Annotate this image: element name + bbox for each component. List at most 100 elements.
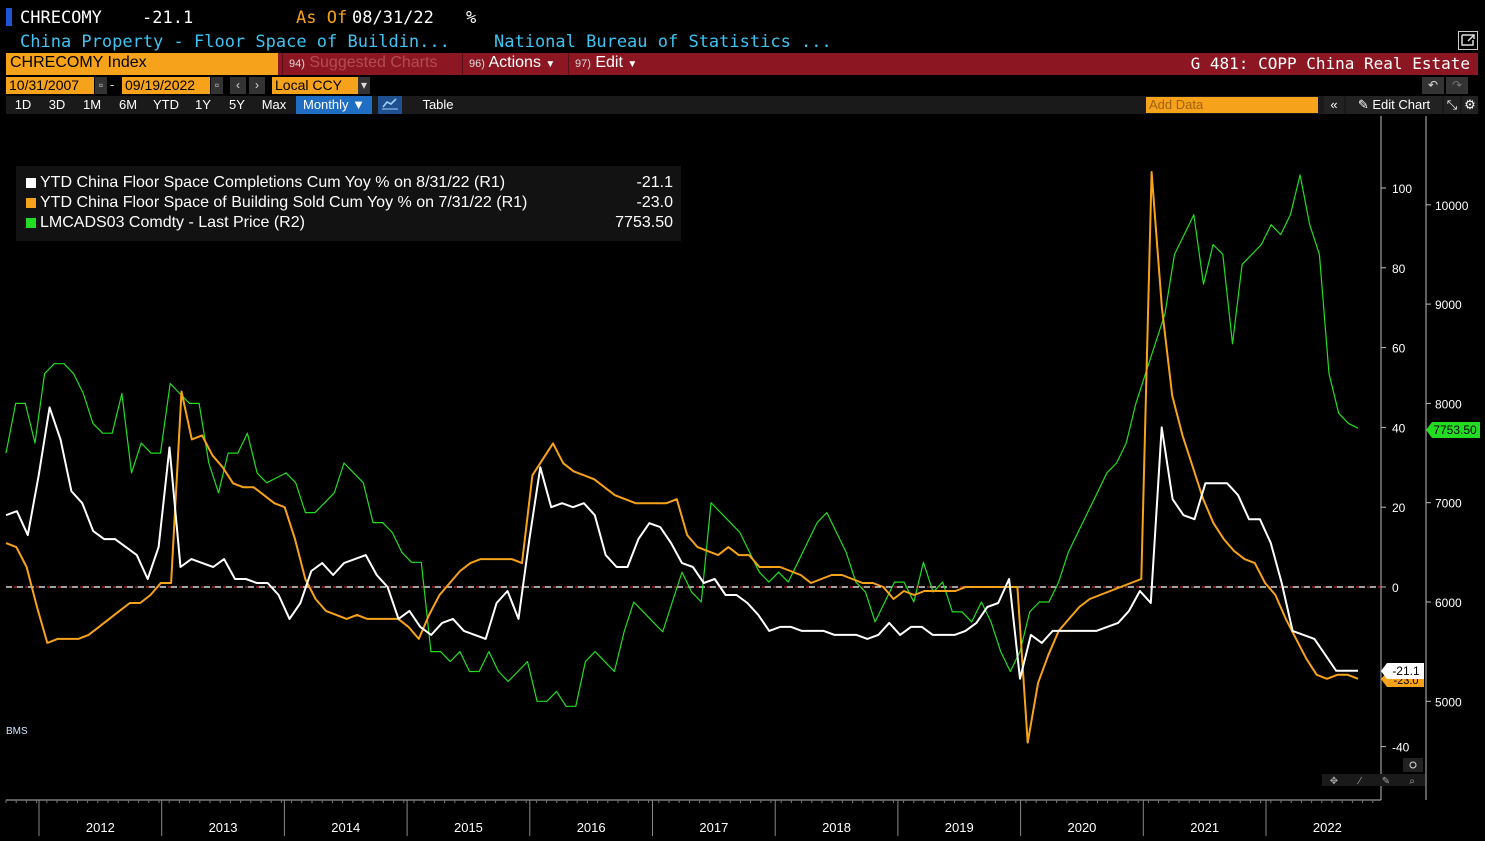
watermark: BMS	[6, 726, 28, 737]
chart-legend: YTD China Floor Space Completions Cum Yo…	[16, 166, 681, 241]
collapse-icon[interactable]: «	[1324, 96, 1344, 114]
r1-tick-label: 0	[1392, 581, 1399, 595]
legend-value: -23.0	[636, 194, 673, 211]
period-6m[interactable]: 6M	[118, 97, 138, 112]
period-3d[interactable]: 3D	[48, 97, 66, 112]
command-bar: CHRECOMY Index 94) Suggested Charts 96) …	[6, 53, 1478, 75]
start-date-field[interactable]: 10/31/2007	[6, 77, 94, 94]
asof-date: 08/31/22	[352, 8, 434, 28]
period-ytd[interactable]: YTD	[153, 97, 179, 112]
x-tick-label: 2017	[699, 820, 728, 835]
series-line-copper	[5, 174, 1359, 707]
data-source[interactable]: National Bureau of Statistics ...	[494, 32, 832, 52]
chevron-left-icon[interactable]: ‹	[230, 77, 246, 94]
last-label-completions: -21.1	[1392, 664, 1420, 678]
period-1y[interactable]: 1Y	[195, 97, 211, 112]
currency-select[interactable]: Local CCY	[272, 77, 358, 94]
suggested-charts-menu[interactable]: 94) Suggested Charts	[282, 53, 462, 75]
chart-tools-bar	[1322, 774, 1425, 786]
x-tick-label: 2013	[209, 820, 238, 835]
asof-label: As Of	[296, 8, 348, 28]
legend-swatch	[26, 178, 36, 188]
legend-label: LMCADS03 Comdty - Last Price (R2)	[40, 214, 305, 231]
table-button[interactable]: Table	[422, 97, 454, 112]
chevron-right-icon[interactable]: ›	[249, 77, 265, 94]
period-1d[interactable]: 1D	[14, 97, 32, 112]
r1-tick-label: 40	[1392, 421, 1406, 435]
legend-swatch	[26, 218, 36, 228]
legend-value: -21.1	[636, 174, 673, 191]
resize-icon[interactable]: ⤡	[1444, 96, 1460, 114]
actions-menu[interactable]: 96) Actions ▼	[462, 53, 568, 75]
add-data-input[interactable]: Add Data	[1146, 97, 1318, 113]
x-tick-label: 2014	[331, 820, 360, 835]
r1-tick-label: 60	[1392, 342, 1406, 356]
legend-label: YTD China Floor Space Completions Cum Yo…	[40, 174, 506, 191]
period-max[interactable]: Max	[261, 97, 287, 112]
r1-tick-label: -40	[1392, 741, 1410, 755]
legend-value: 7753.50	[615, 214, 673, 231]
x-tick-label: 2015	[454, 820, 483, 835]
frequency-select[interactable]: Monthly ▼	[296, 96, 372, 114]
series-line-completions	[5, 406, 1358, 680]
zoom-icon-bg	[1403, 758, 1423, 772]
r2-tick-label: 6000	[1435, 596, 1462, 610]
r2-tick-label: 9000	[1435, 298, 1462, 312]
r2-tick-label: 8000	[1435, 397, 1462, 411]
target-icon	[1409, 761, 1417, 769]
x-tick-label: 2016	[577, 820, 606, 835]
last-value: -21.1	[142, 8, 194, 28]
r1-tick-label: 20	[1392, 501, 1406, 515]
r1-tick-label: 100	[1392, 182, 1412, 196]
chevron-down-icon[interactable]: ▾	[358, 77, 370, 94]
x-tick-label: 2018	[822, 820, 851, 835]
x-tick-label: 2012	[86, 820, 115, 835]
undo-icon[interactable]: ↶	[1422, 77, 1444, 94]
pencil-icon: ✎	[1357, 97, 1369, 112]
r2-tick-label: 5000	[1435, 695, 1462, 709]
security-field[interactable]: CHRECOMY Index	[6, 53, 278, 75]
last-label-completions-bg	[1381, 663, 1424, 679]
chart-title: G 481: COPP China Real Estate	[1190, 54, 1470, 73]
date-range-bar: 10/31/2007 ▫ - 09/19/2022 ▫ ‹ › Local CC…	[6, 77, 1478, 95]
calendar-icon[interactable]: ▫	[211, 77, 223, 94]
header-row: CHRECOMY -21.1 As Of 08/31/22 %	[0, 6, 1485, 28]
ticker: CHRECOMY	[20, 8, 102, 28]
description-row: China Property - Floor Space of Buildin.…	[0, 30, 1485, 52]
r2-tick-label: 10000	[1435, 199, 1469, 213]
measure-icon: ⁄	[1356, 776, 1362, 787]
redo-icon[interactable]: ↷	[1446, 77, 1468, 94]
draw-icon: ✎	[1382, 776, 1390, 787]
legend-swatch	[26, 198, 36, 208]
date-separator: -	[110, 77, 115, 92]
end-date-field[interactable]: 09/19/2022	[122, 77, 210, 94]
move-icon: ✥	[1330, 776, 1338, 787]
x-tick-label: 2021	[1190, 820, 1219, 835]
edit-menu[interactable]: 97) Edit ▼	[568, 53, 650, 75]
period-bar: 1D 3D 1M 6M YTD 1Y 5Y Max Monthly ▼ Tabl…	[6, 96, 1478, 114]
x-tick-label: 2019	[945, 820, 974, 835]
legend-item-sold[interactable]: YTD China Floor Space of Building Sold C…	[24, 193, 673, 213]
last-label-copper-bg	[1426, 422, 1480, 438]
period-1m[interactable]: 1M	[82, 97, 102, 112]
unit-label: %	[466, 8, 477, 28]
legend-label: YTD China Floor Space of Building Sold C…	[40, 194, 528, 211]
security-marker	[6, 8, 12, 26]
search-icon: ⌕	[1409, 776, 1415, 787]
r2-tick-label: 7000	[1435, 497, 1462, 511]
last-label-copper: 7753.50	[1433, 423, 1477, 437]
popout-icon[interactable]	[1458, 31, 1478, 50]
series-description[interactable]: China Property - Floor Space of Buildin.…	[20, 32, 450, 52]
x-tick-label: 2020	[1067, 820, 1096, 835]
period-5y[interactable]: 5Y	[229, 97, 245, 112]
edit-chart-button[interactable]: ✎ Edit Chart	[1346, 96, 1442, 114]
x-tick-label: 2022	[1313, 820, 1342, 835]
r1-tick-label: 80	[1392, 262, 1406, 276]
gear-icon[interactable]: ⚙	[1462, 96, 1478, 114]
calendar-icon[interactable]: ▫	[95, 77, 107, 94]
legend-item-copper[interactable]: LMCADS03 Comdty - Last Price (R2) 7753.5…	[24, 213, 673, 233]
legend-item-completions[interactable]: YTD China Floor Space Completions Cum Yo…	[24, 173, 673, 193]
line-chart-icon[interactable]	[378, 96, 402, 114]
series-line-sold	[5, 171, 1359, 744]
